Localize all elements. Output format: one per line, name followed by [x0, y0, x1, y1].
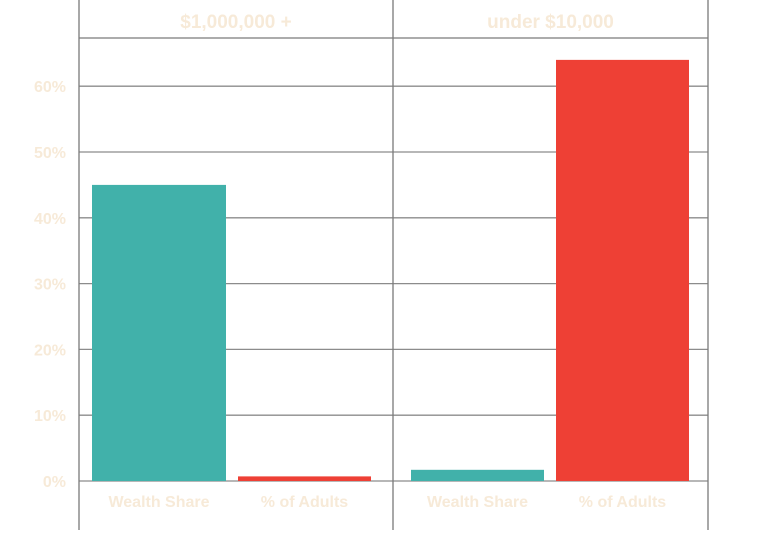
x-category-label: % of Adults	[261, 494, 349, 511]
bar-wealth-share	[92, 184, 226, 481]
panel-frames	[78, 0, 709, 530]
bar-wealth-share	[411, 469, 544, 481]
bar-pct-adults	[556, 59, 689, 481]
y-tick-label: 60%	[34, 79, 66, 96]
x-category-label: Wealth Share	[108, 494, 209, 511]
y-tick-label: 50%	[34, 145, 66, 162]
y-tick-label: 0%	[43, 474, 66, 491]
y-tick-label: 30%	[34, 277, 66, 294]
bar-pct-adults	[238, 476, 371, 481]
x-category-label: Wealth Share	[427, 494, 528, 511]
panel-title: $1,000,000 +	[180, 12, 291, 33]
panel-title: under $10,000	[487, 12, 614, 33]
x-category-label: % of Adults	[579, 494, 667, 511]
y-tick-label: 40%	[34, 211, 66, 228]
bars	[92, 59, 689, 481]
y-tick-label: 10%	[34, 408, 66, 425]
labels: 0% 10% 20% 30% 40% 50% 60% $1,000,000 + Wealth S…	[34, 12, 666, 511]
y-tick-label: 20%	[34, 342, 66, 359]
